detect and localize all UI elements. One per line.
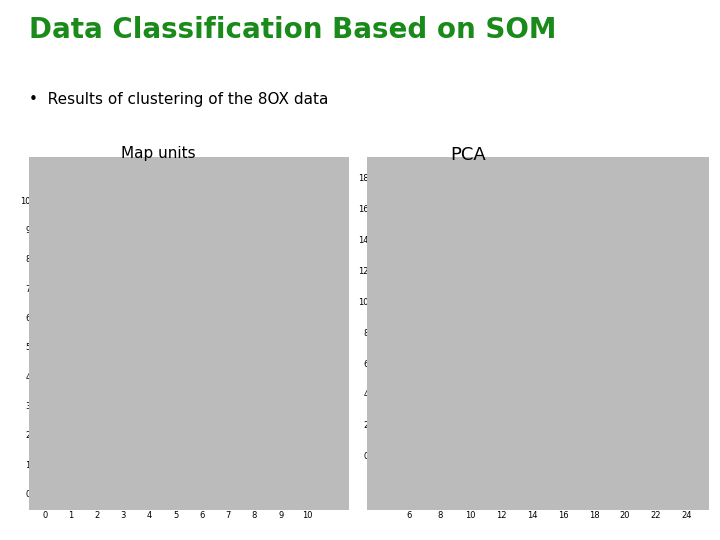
Text: PCA: PCA: [450, 146, 486, 164]
Text: Data Classification Based on SOM: Data Classification Based on SOM: [29, 16, 557, 44]
Text: •  Results of clustering of the 8OX data: • Results of clustering of the 8OX data: [29, 92, 328, 107]
Text: Map units: Map units: [121, 146, 196, 161]
